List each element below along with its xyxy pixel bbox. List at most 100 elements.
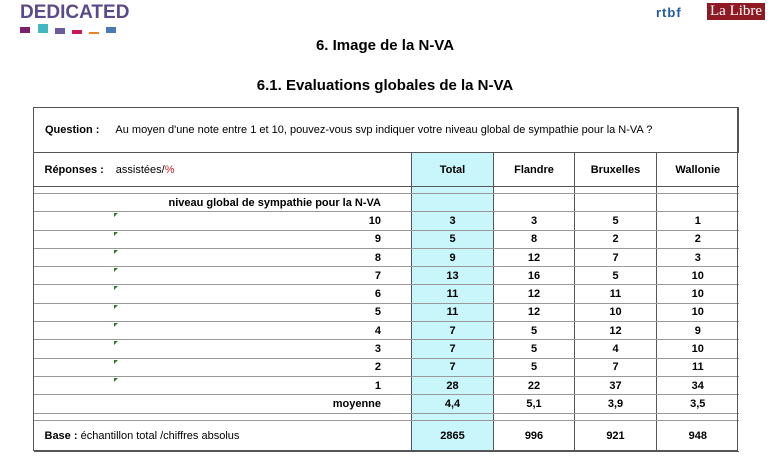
comment-marker-icon bbox=[113, 377, 118, 382]
comment-marker-icon bbox=[113, 323, 118, 328]
table-row: 5 11 12 10 10 bbox=[33, 302, 739, 323]
row-header-row: niveau global de sympathie pour la N-VA bbox=[33, 192, 739, 213]
cell-flandre: 12 bbox=[493, 302, 575, 323]
cell-bruxelles: 2 bbox=[574, 229, 657, 249]
cell-total: 3 bbox=[411, 211, 494, 231]
cell-flandre: 8 bbox=[493, 229, 575, 249]
table-row: 6 11 12 11 10 bbox=[33, 284, 739, 304]
cell-bruxelles: 4 bbox=[574, 339, 657, 359]
row-label: 1 bbox=[33, 375, 412, 396]
comment-marker-icon bbox=[113, 341, 118, 346]
col-flandre: Flandre bbox=[493, 152, 575, 187]
base-flandre: 996 bbox=[493, 419, 575, 452]
comment-marker-icon bbox=[113, 213, 118, 218]
comment-marker-icon bbox=[113, 268, 118, 273]
row-header: niveau global de sympathie pour la N-VA bbox=[33, 192, 412, 213]
base-row: Base : échantillon total /chiffres absol… bbox=[33, 419, 739, 452]
table-row: 1 28 22 37 34 bbox=[33, 375, 739, 396]
cell-wallonie: 3,5 bbox=[655, 394, 739, 414]
cell-flandre: 16 bbox=[493, 266, 575, 286]
cell-total: 28 bbox=[411, 375, 494, 396]
table-row: 2 7 5 7 11 bbox=[33, 357, 739, 377]
cell-wallonie: 2 bbox=[655, 229, 739, 249]
cell-flandre: 5 bbox=[493, 339, 575, 359]
row-label: moyenne bbox=[33, 394, 412, 414]
comment-marker-icon bbox=[113, 304, 118, 309]
comment-marker-icon bbox=[113, 231, 118, 236]
dedicated-logo: DEDICATED bbox=[20, 2, 130, 23]
comment-marker-icon bbox=[113, 286, 118, 291]
cell-flandre: 3 bbox=[493, 211, 575, 231]
cell-bruxelles: 5 bbox=[574, 266, 657, 286]
table-row: 8 9 12 7 3 bbox=[33, 247, 739, 268]
results-table: Question : Au moyen d'une note entre 1 et… bbox=[32, 107, 740, 452]
table-row: 7 13 16 5 10 bbox=[33, 266, 739, 286]
comment-marker-icon bbox=[113, 249, 118, 254]
question-text: Au moyen d'une note entre 1 et 10, pouve… bbox=[115, 124, 653, 136]
cell-bruxelles: 7 bbox=[574, 247, 657, 268]
cell-flandre: 12 bbox=[493, 284, 575, 304]
base-text: échantillon total /chiffres absolus bbox=[80, 429, 240, 442]
cell-wallonie: 10 bbox=[655, 266, 739, 286]
table-row: 3 7 5 4 10 bbox=[33, 339, 739, 359]
cell-bruxelles: 37 bbox=[574, 375, 657, 396]
cell-bruxelles: 5 bbox=[574, 211, 657, 231]
cell-total: 7 bbox=[411, 357, 494, 377]
comment-marker-icon bbox=[113, 359, 118, 364]
cell-bruxelles: 10 bbox=[574, 302, 657, 323]
cell-wallonie: 10 bbox=[655, 284, 739, 304]
cell-wallonie: 9 bbox=[655, 321, 739, 341]
cell-wallonie: 34 bbox=[655, 375, 739, 396]
table-row: moyenne 4,4 5,1 3,9 3,5 bbox=[33, 394, 739, 414]
cell-bruxelles: 3,9 bbox=[574, 394, 657, 414]
row-label: 5 bbox=[33, 302, 412, 323]
row-label: 7 bbox=[33, 266, 412, 286]
cell-total: 7 bbox=[411, 339, 494, 359]
row-label: 3 bbox=[33, 339, 412, 359]
cell-wallonie: 10 bbox=[655, 302, 739, 323]
cell-bruxelles: 7 bbox=[574, 357, 657, 377]
row-label: 10 bbox=[33, 211, 412, 231]
table-row: 4 7 5 12 9 bbox=[33, 321, 739, 341]
cell-flandre: 5,1 bbox=[493, 394, 575, 414]
base-total: 2865 bbox=[411, 419, 494, 452]
table-row: 10 3 3 5 1 bbox=[33, 211, 739, 231]
cell-total: 9 bbox=[411, 247, 494, 268]
percent-sign: % bbox=[164, 163, 175, 176]
row-label: 4 bbox=[33, 321, 412, 341]
col-bruxelles: Bruxelles bbox=[574, 152, 657, 187]
cell-total: 7 bbox=[411, 321, 494, 341]
row-label: 6 bbox=[33, 284, 412, 304]
question-row: Question : Au moyen d'une note entre 1 et… bbox=[32, 107, 740, 153]
cell-flandre: 12 bbox=[493, 247, 575, 268]
cell-flandre: 22 bbox=[493, 375, 575, 396]
col-wallonie: Wallonie bbox=[655, 152, 739, 187]
page-title: 6. Image de la N-VA bbox=[315, 37, 455, 54]
cell-total: 4,4 bbox=[411, 394, 494, 414]
row-label: 8 bbox=[33, 247, 412, 268]
responses-text: assistées/ bbox=[115, 163, 165, 176]
cell-total: 11 bbox=[411, 284, 494, 304]
cell-wallonie: 1 bbox=[655, 211, 739, 231]
cell-wallonie: 3 bbox=[655, 247, 739, 268]
row-label: 9 bbox=[33, 229, 412, 249]
rtbf-logo: rtbf bbox=[656, 5, 682, 20]
row-label: 2 bbox=[33, 357, 412, 377]
cell-wallonie: 11 bbox=[655, 357, 739, 377]
question-label: Question : bbox=[45, 124, 100, 136]
cell-total: 11 bbox=[411, 302, 494, 323]
base-wallonie: 948 bbox=[655, 419, 739, 452]
cell-total: 5 bbox=[411, 229, 494, 249]
cell-flandre: 5 bbox=[493, 321, 575, 341]
cell-bruxelles: 11 bbox=[574, 284, 657, 304]
header-row: Réponses : assistées/% Total Flandre Brux… bbox=[33, 152, 739, 187]
responses-label: Réponses : bbox=[44, 163, 104, 176]
cell-bruxelles: 12 bbox=[574, 321, 657, 341]
base-label: Base : bbox=[44, 429, 78, 442]
page-subtitle: 6.1. Evaluations globales de la N-VA bbox=[256, 77, 514, 94]
cell-wallonie: 10 bbox=[655, 339, 739, 359]
base-bruxelles: 921 bbox=[574, 419, 657, 452]
lalibre-logo: La Libre bbox=[707, 3, 766, 20]
col-total: Total bbox=[411, 152, 494, 187]
